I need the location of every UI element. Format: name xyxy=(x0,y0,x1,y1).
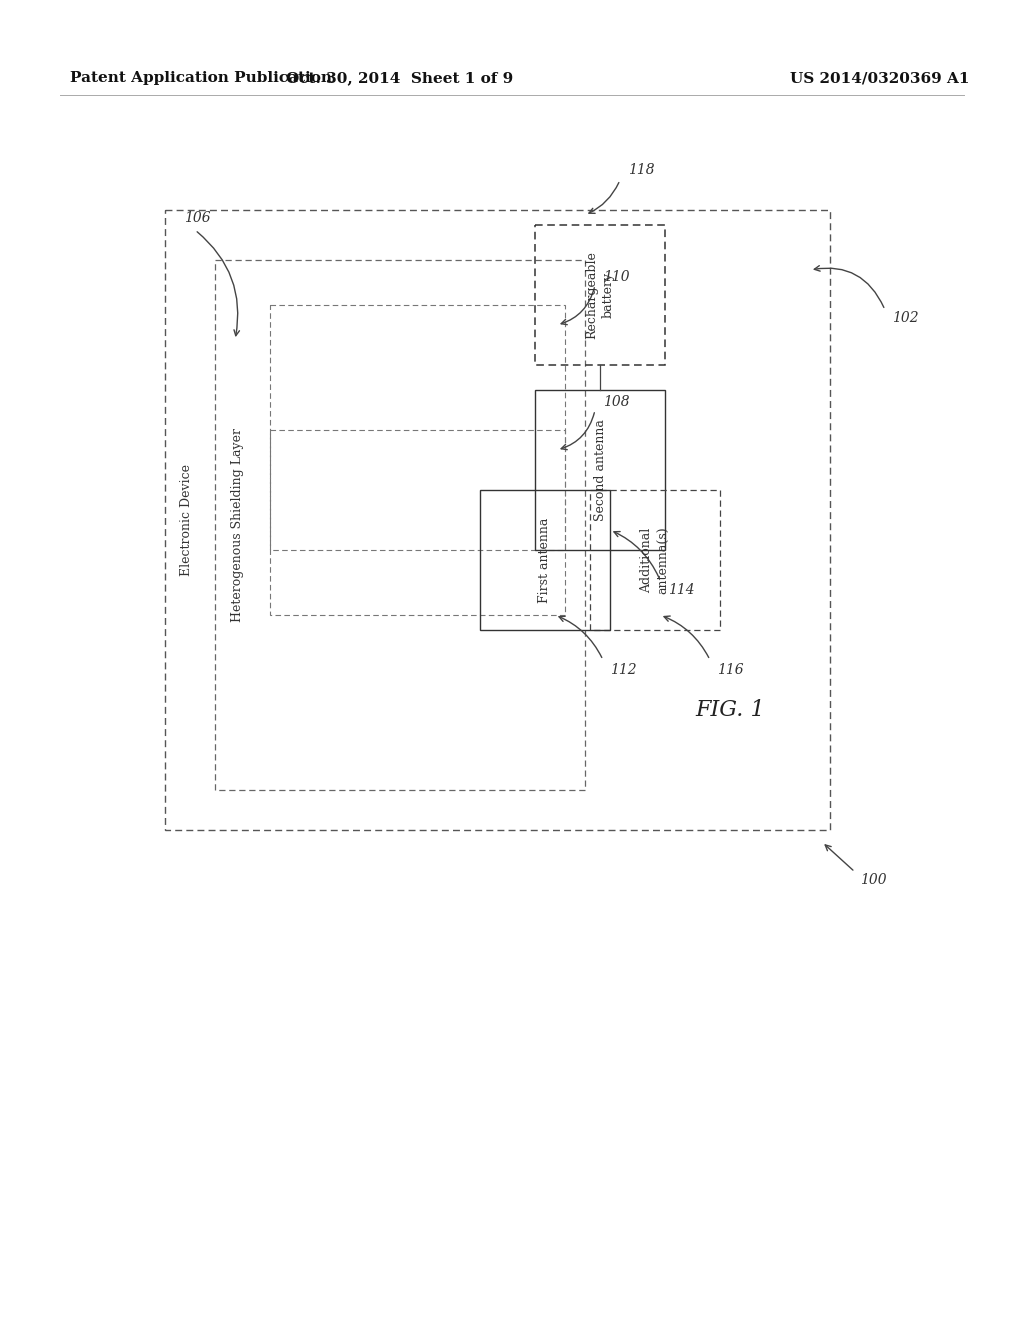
Text: Additional
antenna(s): Additional antenna(s) xyxy=(640,527,670,594)
Text: Heterogenous Shielding Layer: Heterogenous Shielding Layer xyxy=(230,428,244,622)
Text: FIG. 1: FIG. 1 xyxy=(695,700,765,721)
Text: 108: 108 xyxy=(603,395,630,409)
Text: 106: 106 xyxy=(183,211,210,224)
Bar xyxy=(215,260,585,789)
Text: First antenna: First antenna xyxy=(539,517,552,603)
Bar xyxy=(480,490,610,630)
Text: Rechargeable
battery: Rechargeable battery xyxy=(585,251,615,339)
Text: Second antenna: Second antenna xyxy=(594,418,606,521)
Bar xyxy=(535,389,665,550)
Text: 112: 112 xyxy=(610,663,637,677)
Bar xyxy=(270,430,565,615)
Bar xyxy=(165,210,830,830)
Text: 110: 110 xyxy=(603,271,630,284)
Bar xyxy=(270,305,565,550)
Text: Patent Application Publication: Patent Application Publication xyxy=(70,71,332,84)
Text: 100: 100 xyxy=(860,873,887,887)
Text: 102: 102 xyxy=(892,312,919,325)
Text: 116: 116 xyxy=(717,663,743,677)
Text: Electronic Device: Electronic Device xyxy=(180,465,194,576)
Text: 118: 118 xyxy=(628,162,654,177)
Bar xyxy=(535,224,665,366)
Text: Oct. 30, 2014  Sheet 1 of 9: Oct. 30, 2014 Sheet 1 of 9 xyxy=(287,71,514,84)
Text: 114: 114 xyxy=(668,583,694,597)
Bar xyxy=(590,490,720,630)
Text: US 2014/0320369 A1: US 2014/0320369 A1 xyxy=(791,71,970,84)
